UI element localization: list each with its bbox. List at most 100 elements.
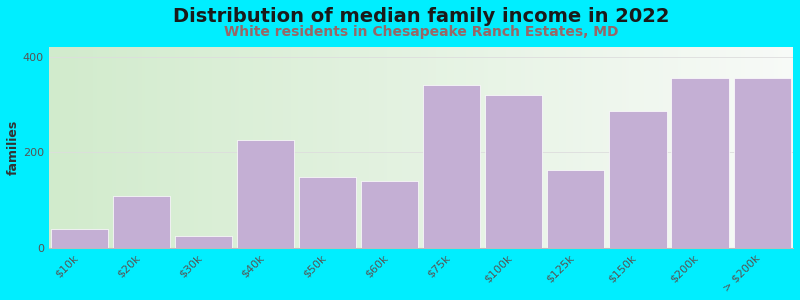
- Bar: [231, 47, 234, 248]
- Bar: [182, 47, 186, 248]
- Bar: [310, 47, 313, 248]
- Bar: [506, 47, 510, 248]
- Bar: [90, 47, 94, 248]
- Bar: [94, 47, 97, 248]
- Bar: [380, 47, 384, 248]
- Bar: [138, 47, 142, 248]
- Bar: [655, 47, 659, 248]
- Bar: [105, 47, 108, 248]
- Bar: [171, 47, 175, 248]
- Bar: [387, 47, 391, 248]
- Bar: [770, 47, 774, 248]
- Bar: [752, 47, 756, 248]
- Bar: [652, 47, 655, 248]
- Bar: [339, 47, 342, 248]
- Bar: [774, 47, 778, 248]
- Bar: [641, 47, 644, 248]
- Bar: [317, 47, 320, 248]
- Bar: [205, 47, 209, 248]
- Bar: [246, 47, 250, 248]
- Bar: [618, 47, 622, 248]
- Bar: [558, 47, 562, 248]
- Bar: [443, 47, 447, 248]
- Bar: [477, 47, 481, 248]
- Bar: [421, 47, 425, 248]
- Bar: [436, 47, 439, 248]
- Bar: [495, 47, 499, 248]
- Bar: [782, 47, 786, 248]
- Bar: [164, 47, 168, 248]
- Bar: [510, 47, 514, 248]
- Bar: [395, 47, 398, 248]
- Bar: [741, 47, 745, 248]
- Bar: [630, 47, 633, 248]
- Bar: [666, 47, 670, 248]
- Bar: [216, 47, 220, 248]
- Bar: [662, 47, 666, 248]
- Bar: [224, 47, 227, 248]
- Bar: [622, 47, 626, 248]
- Bar: [454, 47, 458, 248]
- Bar: [428, 47, 432, 248]
- Bar: [693, 47, 696, 248]
- Bar: [168, 47, 171, 248]
- Bar: [596, 47, 599, 248]
- Bar: [607, 47, 610, 248]
- Bar: [763, 47, 767, 248]
- Bar: [730, 47, 734, 248]
- Bar: [265, 47, 268, 248]
- Bar: [398, 47, 402, 248]
- Bar: [425, 47, 428, 248]
- Bar: [123, 47, 127, 248]
- Text: White residents in Chesapeake Ranch Estates, MD: White residents in Chesapeake Ranch Esta…: [224, 25, 618, 39]
- Bar: [179, 47, 182, 248]
- Bar: [432, 47, 436, 248]
- Bar: [715, 47, 718, 248]
- Bar: [566, 47, 570, 248]
- Bar: [250, 47, 254, 248]
- Bar: [682, 47, 685, 248]
- Bar: [373, 47, 376, 248]
- Bar: [626, 47, 630, 248]
- Bar: [202, 47, 205, 248]
- Bar: [481, 47, 484, 248]
- Bar: [637, 47, 641, 248]
- Bar: [302, 47, 306, 248]
- Bar: [711, 47, 715, 248]
- Bar: [574, 47, 577, 248]
- Bar: [86, 47, 90, 248]
- Bar: [365, 47, 369, 248]
- Bar: [119, 47, 123, 248]
- Bar: [588, 47, 592, 248]
- Bar: [299, 177, 356, 248]
- Bar: [738, 47, 741, 248]
- Bar: [514, 47, 518, 248]
- Bar: [238, 47, 242, 248]
- Bar: [51, 230, 108, 247]
- Bar: [592, 47, 596, 248]
- Bar: [547, 170, 605, 248]
- Bar: [748, 47, 752, 248]
- Bar: [529, 47, 533, 248]
- Bar: [78, 47, 82, 248]
- Bar: [238, 140, 294, 247]
- Bar: [473, 47, 477, 248]
- Bar: [547, 47, 551, 248]
- Bar: [268, 47, 272, 248]
- Bar: [60, 47, 63, 248]
- Bar: [551, 47, 555, 248]
- Bar: [470, 47, 473, 248]
- Bar: [328, 47, 331, 248]
- Bar: [74, 47, 78, 248]
- Bar: [272, 47, 276, 248]
- Bar: [659, 47, 662, 248]
- Bar: [287, 47, 290, 248]
- Bar: [254, 47, 257, 248]
- Bar: [97, 47, 101, 248]
- Bar: [544, 47, 547, 248]
- Bar: [484, 47, 488, 248]
- Bar: [417, 47, 421, 248]
- Bar: [157, 47, 160, 248]
- Bar: [685, 47, 689, 248]
- Bar: [522, 47, 525, 248]
